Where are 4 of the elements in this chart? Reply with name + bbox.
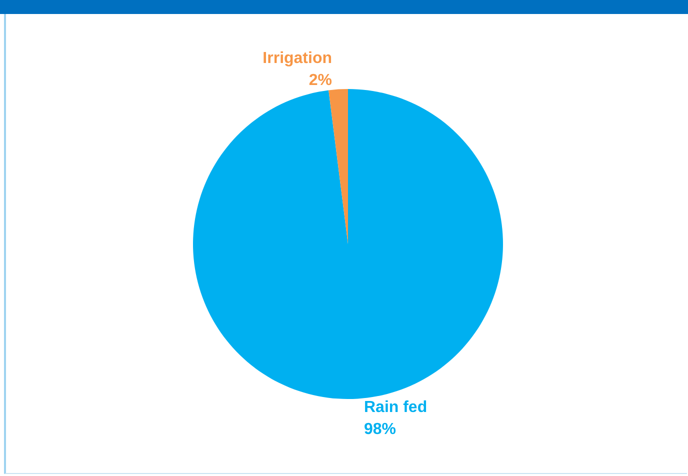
- slice-label: Rain fed: [364, 399, 428, 416]
- data-label: 2%: [308, 72, 332, 89]
- slice-label: Irrigation: [262, 50, 332, 67]
- data-label: 98%: [364, 421, 396, 438]
